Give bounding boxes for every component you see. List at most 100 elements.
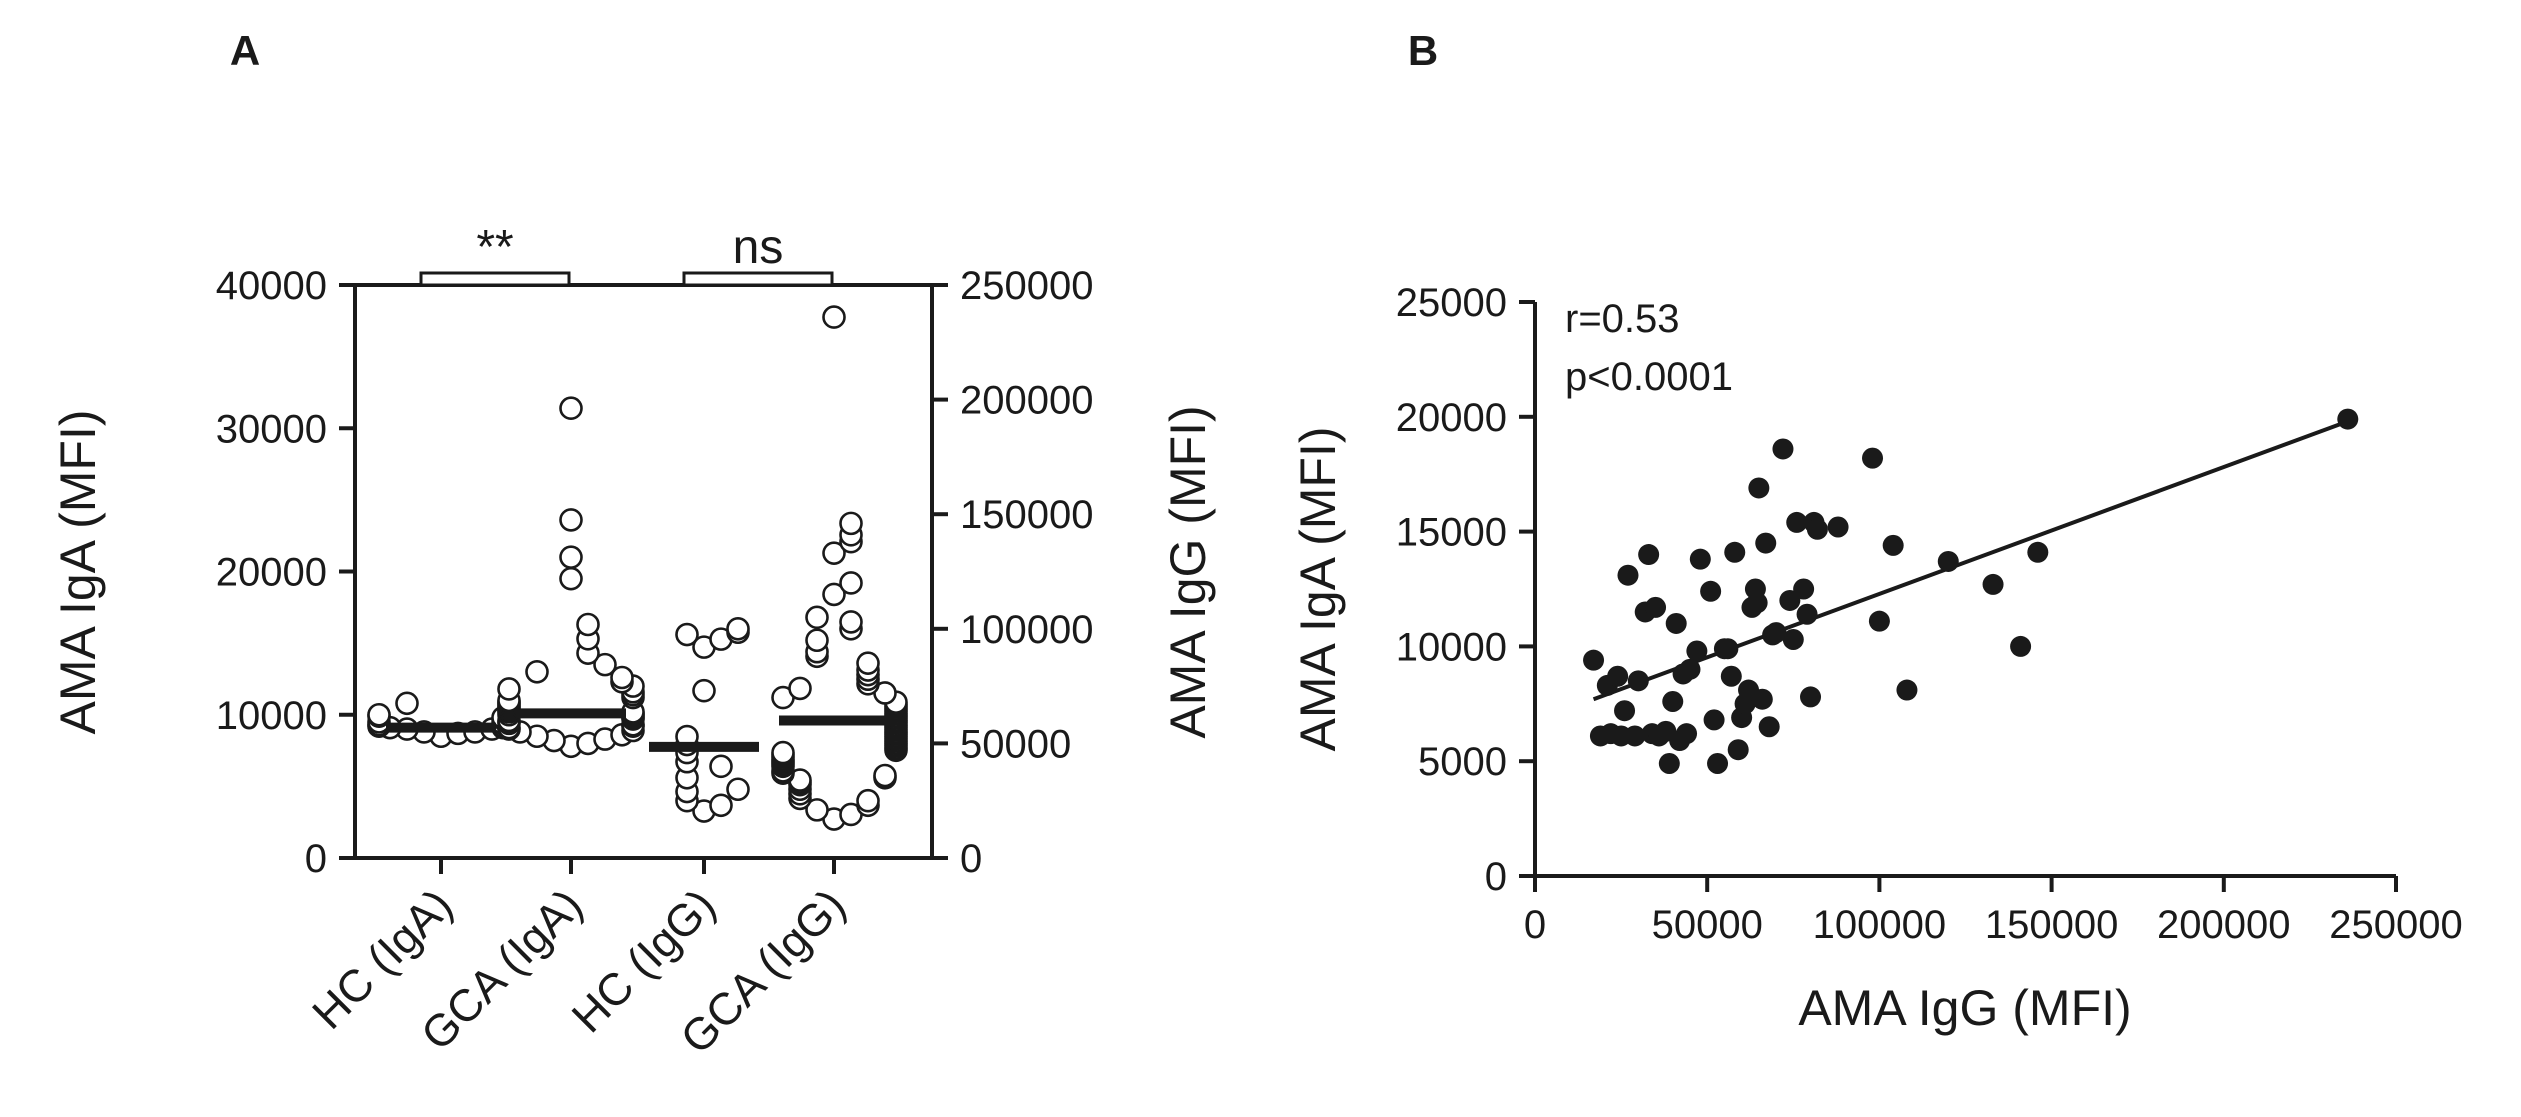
chart-b-x-tick-label: 0 [1524,903,1546,947]
chart-b-x-tick-label: 150000 [1985,903,2118,947]
chart-b-point [1583,649,1605,671]
chart-b-point [1796,603,1818,625]
chart-a-marks [367,305,908,831]
chart-b-point [1758,716,1780,738]
chart-a-point [709,793,733,818]
chart-b-point [1614,700,1636,722]
chart-b-point [2010,635,2032,657]
chart-b-x-axis-title: AMA IgG (MFI) [1798,980,2131,1036]
chart-a-point [692,678,716,703]
chart-b-point [1665,612,1687,634]
chart-a-point [856,651,880,675]
chart-b-point [1638,544,1660,566]
chart-a-left-axis-title: AMA IgA (MFI) [50,409,106,734]
chart-b-y-tick-label: 25000 [1396,281,1507,325]
chart-b-x-tick-label: 50000 [1652,903,1763,947]
chart-a-point [822,305,846,329]
chart-b-point [1627,670,1649,692]
chart-a-point [839,571,863,595]
chart-a-point [805,628,829,653]
chart-a-right-tick-label: 150000 [960,493,1093,537]
chart-a-point [839,511,863,536]
chart-b-point [2337,408,2359,430]
chart-b-point [1765,622,1787,644]
chart-b-point [1727,739,1749,761]
chart-a-column-scatter: 0 10000 20000 30000 40000 0 50000 100000 150000 2… [50,221,1216,1064]
chart-b-x-tick-label: 250000 [2329,903,2462,947]
chart-a-point [873,763,897,788]
chart-a-right-tick-label: 100000 [960,608,1093,652]
chart-b-marks [1583,408,2359,774]
chart-a-left-tick-label: 30000 [216,407,327,451]
chart-a-point [610,665,634,690]
chart-a-left-tick-label: 20000 [216,551,327,595]
chart-a-point [822,541,846,565]
chart-b-point [1896,679,1918,701]
chart-a-significance-bracket [682,271,834,287]
chart-a-significance-bracket [419,271,571,287]
chart-b-point [1607,665,1629,687]
chart-b-point [1779,589,1801,611]
chart-b-y-tick-label: 0 [1485,855,1507,899]
chart-b-point [1827,516,1849,538]
chart-b-point [1786,511,1808,533]
chart-a-point [726,616,750,641]
chart-b-point [1617,564,1639,586]
chart-a-left-tick-label: 40000 [216,264,327,308]
chart-a-right-axis-title: AMA IgG (MFI) [1160,405,1216,738]
chart-b-point [1868,610,1890,632]
chart-b-point [1882,534,1904,556]
chart-b-point [1624,725,1646,747]
chart-b-point [1751,688,1773,710]
chart-a-right-tick-label: 250000 [960,264,1093,308]
chart-a-point [771,740,795,765]
panel-a-label: A [230,27,260,74]
chart-b-y-tick-label: 10000 [1396,625,1507,669]
chart-b-point [1982,573,2004,595]
chart-b-x-tick-label: 200000 [2157,903,2290,947]
chart-b-point [1724,541,1746,563]
chart-a-right-tick-label: 50000 [960,722,1071,766]
chart-b-point [1707,752,1729,774]
chart-b-y-axis-title: AMA IgA (MFI) [1290,426,1346,751]
panel-b-label: B [1408,27,1438,74]
chart-b-point [1806,518,1828,540]
chart-b-point [1645,596,1667,618]
chart-a-point [839,610,863,634]
chart-a-ticks: 0 10000 20000 30000 40000 0 50000 100000 150000 2… [216,264,1094,881]
chart-b-point [1703,709,1725,731]
chart-b-point [1755,532,1777,554]
chart-a-left-tick-label: 0 [305,837,327,881]
chart-b-point [1679,658,1701,680]
chart-a-point [525,659,549,684]
chart-b-y-tick-label: 5000 [1418,740,1507,784]
chart-a-point [805,798,829,822]
chart-a-significance-label: ** [476,221,513,274]
chart-b-point [1717,638,1739,660]
chart-a-point [497,677,521,701]
chart-b-point [2027,541,2049,563]
chart-a-point [856,788,880,813]
chart-b-point [1686,640,1708,662]
chart-a-point [395,691,419,716]
chart-a-point [559,566,583,591]
chart-a-point [559,508,583,532]
chart-b-y-tick-label: 15000 [1396,511,1507,555]
chart-b-x-tick-label: 100000 [1813,903,1946,947]
chart-b-point [1793,578,1815,600]
chart-a-point [805,605,829,630]
chart-b-point [1689,548,1711,570]
chart-b-point [1700,580,1722,602]
chart-b-point [1748,477,1770,499]
chart-b-annotation-p: p<0.0001 [1565,355,1733,399]
chart-a-point [367,702,391,727]
chart-a-left-tick-label: 10000 [216,694,327,738]
chart-b-point [1782,629,1804,651]
chart-a-point [726,777,750,802]
chart-a-point [822,582,846,607]
chart-a-point [593,652,617,677]
chart-a-point [576,612,600,637]
chart-a-point [559,396,583,420]
